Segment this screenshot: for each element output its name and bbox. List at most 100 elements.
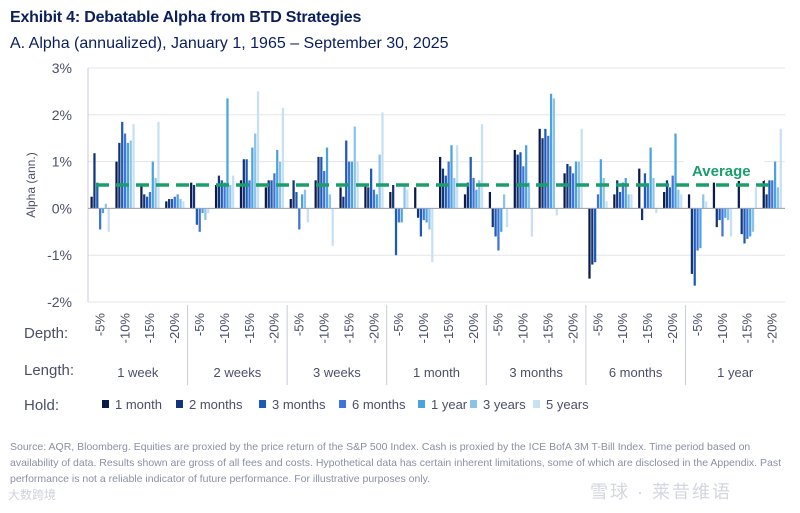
bar (480, 124, 484, 209)
bar (345, 140, 348, 209)
watermark-right: 雪球 · 莱昔维语 (590, 482, 732, 502)
bar (594, 208, 597, 263)
bar (298, 208, 301, 230)
bar (350, 161, 354, 209)
bar (491, 208, 494, 228)
y-tick-label: 0% (52, 200, 72, 216)
bar (624, 177, 627, 209)
bar (530, 208, 533, 237)
bar (527, 182, 531, 209)
bar (273, 173, 276, 209)
depth-tick-label: -20% (267, 313, 282, 344)
bar (264, 187, 267, 209)
bar (270, 180, 273, 209)
bar (547, 135, 550, 209)
bar (295, 192, 298, 209)
bar (251, 147, 254, 209)
depth-tick-label: -15% (441, 313, 456, 344)
bar (704, 201, 708, 209)
bar (325, 147, 329, 209)
bar (751, 208, 755, 232)
depth-tick-label: -5% (292, 313, 307, 337)
bar (718, 208, 721, 221)
bar (680, 194, 683, 209)
bar (674, 133, 677, 209)
legend-label: 5 years (546, 397, 589, 412)
y-tick-label: 3% (52, 60, 72, 76)
bar (519, 152, 522, 209)
bar (416, 208, 420, 218)
length-label: 2 weeks (214, 365, 262, 380)
bar (555, 208, 558, 216)
bar (541, 138, 544, 209)
bar (381, 112, 384, 209)
bar (488, 192, 492, 209)
y-tick-label: 2% (52, 107, 72, 123)
bar (323, 170, 326, 209)
bar (289, 199, 292, 209)
length-row-label: Length: (24, 362, 74, 379)
bar (544, 128, 547, 209)
bar (516, 154, 519, 209)
axis-layer: -2% -1% 0% 1% 2% 3% -5% -10% -15% -20% -5% -10% -15%… (24, 60, 785, 385)
length-label: 3 months (509, 365, 563, 380)
bar (179, 199, 182, 209)
bar (776, 187, 780, 209)
bar (638, 168, 641, 209)
bar (768, 180, 771, 209)
bar (522, 166, 525, 209)
bar (422, 208, 425, 221)
bar (118, 142, 121, 209)
bar (378, 154, 381, 209)
bar (320, 156, 323, 209)
bar (571, 173, 575, 209)
bar (439, 156, 442, 209)
legend-label: 3 years (483, 397, 526, 412)
bar (370, 168, 373, 209)
bar (649, 147, 652, 209)
bar (640, 208, 644, 221)
bar (596, 194, 600, 209)
bar (444, 175, 447, 209)
depth-row-label: Depth: (24, 325, 68, 342)
legend-label: 2 months (189, 397, 243, 412)
bar (549, 93, 553, 209)
depth-tick-label: -15% (541, 313, 556, 344)
bar (232, 175, 235, 209)
bar (702, 194, 705, 209)
y-tick-label: -2% (47, 294, 72, 310)
bar (463, 194, 467, 209)
bar (765, 194, 768, 209)
bar (389, 192, 392, 209)
legend-swatch (418, 400, 425, 408)
watermark-left: 大数跨境 (8, 488, 57, 502)
chart-canvas: Alpha (ann.) Average -2% -1% 0% 1% 2% 3% -5% -1… (24, 60, 785, 414)
legend-swatch (533, 400, 540, 408)
depth-tick-label: -15% (142, 313, 157, 344)
legend-label: 1 year (431, 397, 468, 412)
bar (621, 182, 625, 209)
bar (494, 208, 497, 237)
bar (145, 196, 149, 209)
bar (773, 161, 777, 209)
bar (552, 98, 556, 209)
length-label: 6 months (609, 365, 663, 380)
bar (375, 194, 378, 209)
bar (687, 194, 691, 209)
bar (129, 140, 132, 209)
bar (721, 208, 724, 237)
bar (170, 199, 174, 209)
bar (441, 168, 445, 209)
bar (646, 185, 649, 209)
bar (217, 175, 221, 209)
bar (690, 208, 694, 274)
bar (132, 124, 135, 209)
bar (165, 201, 168, 209)
source-note: Source: AQR, Bloomberg. Equities are pro… (10, 441, 781, 485)
legend-label: 1 month (115, 397, 162, 412)
bar (779, 128, 782, 209)
legend-swatch (339, 400, 346, 408)
depth-tick-label: -10% (117, 313, 132, 344)
bar (743, 208, 746, 244)
depth-tick-label: -15% (740, 313, 755, 344)
